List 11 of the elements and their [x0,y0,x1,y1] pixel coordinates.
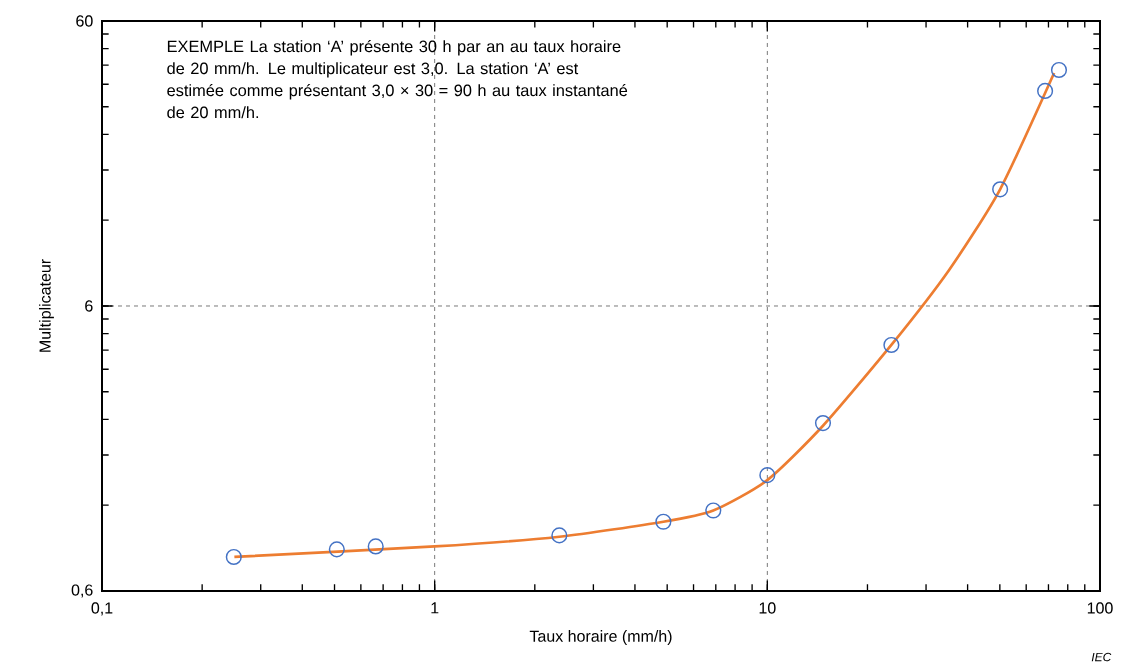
y-tick-label: 6 [85,300,93,312]
x-tick-label: 100 [1087,602,1113,614]
y-tick-label: 60 [76,15,93,27]
x-axis-title: Taux horaire (mm/h) [529,630,672,645]
y-tick-label: 0,6 [71,584,93,598]
text: IEC [1091,652,1112,662]
y-axis-title: Multiplicateur [38,259,54,352]
x-tick-label: 1 [431,602,439,614]
annotation: EXEMPLE La station ‘A’ présente 30 h par an au taux horaire de 20 mm/h. Le multiplicateur est 3,0. La station ‘A’ est estimée comme présentant 3,0 × 30 = 90 h au taux instantané de 20 mm/h. [167,39,628,119]
x-tick-label: 10 [759,602,776,614]
x-tick-label: 0,1 [91,602,113,616]
